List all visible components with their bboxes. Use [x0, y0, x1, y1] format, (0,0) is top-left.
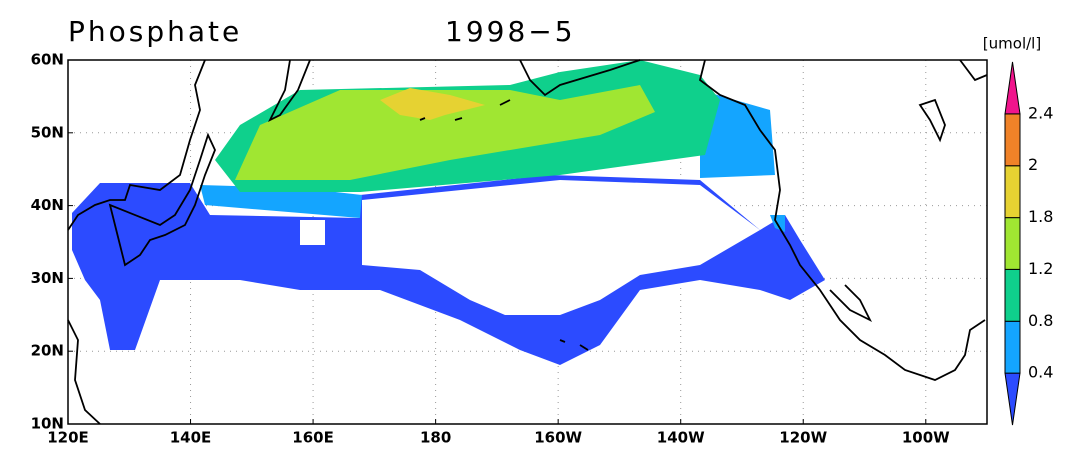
y-tick-label: 40N — [31, 196, 64, 214]
x-tick-label: 180 — [420, 429, 451, 447]
field-high — [380, 88, 485, 120]
colorbar-label: 0.8 — [1028, 311, 1053, 330]
colorbar-swatch — [1004, 268, 1021, 322]
title: Phosphate — [68, 15, 242, 48]
map-frame — [67, 59, 988, 425]
x-tick-label: 140W — [657, 429, 705, 447]
x-tick-label: 160E — [292, 429, 334, 447]
colorbar-label: 2.4 — [1028, 103, 1053, 122]
colorbar-swatch — [1004, 217, 1021, 270]
fields — [72, 60, 825, 365]
y-tick-label: 10N — [31, 415, 64, 433]
field-mid-high — [235, 85, 655, 180]
colorbar-swatch — [1004, 113, 1021, 167]
colorbar-swatch — [1004, 372, 1021, 426]
period: 1998−5 — [445, 15, 576, 48]
coastlines — [67, 59, 988, 425]
colorbar: 0.4 0.8 1.2 1.8 2 2.4 — [1004, 61, 1053, 426]
unit: [umol/l] — [983, 35, 1041, 53]
x-tick-label: 120E — [47, 429, 89, 447]
colorbar-label: 2 — [1028, 155, 1038, 174]
colorbar-label: 1.8 — [1028, 207, 1053, 226]
x-tick-label: 160W — [534, 429, 582, 447]
colorbar-swatch — [1004, 320, 1021, 374]
y-tick-label: 20N — [31, 342, 64, 360]
x-tick-label: 120W — [779, 429, 827, 447]
axes: 120E 140E 160E 180 160W 140W 120W 100W 10N 20N 30N… — [31, 51, 951, 447]
field-gap — [300, 180, 760, 315]
y-tick-label: 30N — [31, 269, 64, 287]
field-mid-low — [200, 90, 785, 232]
x-tick-label: 100W — [902, 429, 950, 447]
colorbar-swatch — [1004, 165, 1021, 219]
colorbar-swatch — [1004, 61, 1021, 115]
y-tick-label: 60N — [31, 51, 64, 69]
colorbar-label: 0.4 — [1028, 363, 1053, 382]
colorbar-label: 1.2 — [1028, 259, 1053, 278]
y-tick-label: 50N — [31, 123, 64, 141]
x-tick-label: 140E — [170, 429, 212, 447]
